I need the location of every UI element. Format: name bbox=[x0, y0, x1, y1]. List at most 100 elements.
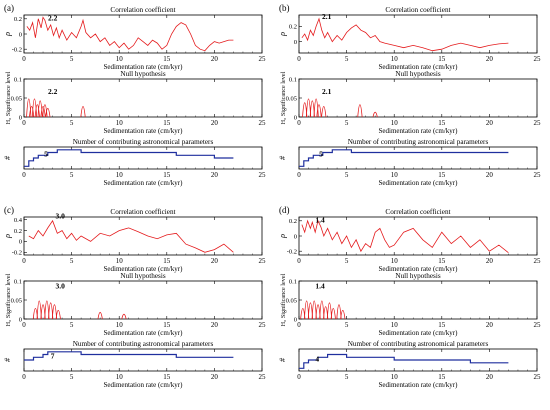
y-tick-label: 0.05 bbox=[286, 95, 297, 102]
y-axis-label: ρ bbox=[278, 234, 287, 239]
panel-label: (d) bbox=[279, 205, 290, 215]
panel-a: (a) Correlation coefficient 0 5 10 15 20 25 0.2 0… bbox=[3, 3, 266, 187]
x-tick-label: 25 bbox=[534, 257, 542, 265]
y-tick-label: 0.1 bbox=[289, 76, 297, 83]
subplot-hyp: Null hypothesis 0 5 10 15 20 25 0.1 0.05 0 Sedimen… bbox=[5, 70, 266, 135]
x-tick-label: 5 bbox=[345, 171, 349, 179]
panel-label: (b) bbox=[279, 3, 290, 13]
y-tick-label: 0.2 bbox=[14, 228, 22, 235]
subplot-title: Number of contributing astronomical para… bbox=[73, 340, 214, 348]
x-tick-label: 0 bbox=[22, 373, 26, 381]
y-tick-label: 0.1 bbox=[289, 278, 297, 285]
x-tick-label: 25 bbox=[259, 257, 267, 265]
hypothesis-spike bbox=[357, 104, 363, 117]
series-line-correlation bbox=[26, 16, 234, 52]
subplot-title: Number of contributing astronomical para… bbox=[348, 340, 489, 348]
x-tick-label: 5 bbox=[70, 321, 74, 329]
y-tick-label: 0.2 bbox=[14, 16, 22, 23]
hypothesis-spike bbox=[336, 304, 342, 319]
hypothesis-spike bbox=[316, 104, 322, 117]
y-tick-label: 0.1 bbox=[14, 76, 22, 83]
x-tick-label: 10 bbox=[391, 257, 399, 265]
x-tick-label: 5 bbox=[70, 373, 74, 381]
subplot-title: Correlation coefficient bbox=[110, 208, 175, 216]
subplot-hyp: Null hypothesis 0 5 10 15 20 25 0.1 0.05 0 Sedimen… bbox=[5, 272, 266, 337]
x-tick-label: 10 bbox=[116, 55, 124, 63]
x-tick-label: 25 bbox=[259, 171, 267, 179]
subplot-corr: Correlation coefficient 0 5 10 15 20 25 0.2 0 Sed… bbox=[278, 6, 541, 71]
x-tick-label: 0 bbox=[297, 171, 301, 179]
y-axis-label: ρ bbox=[3, 32, 12, 37]
annotation-label: 3.0 bbox=[56, 212, 66, 221]
x-tick-label: 25 bbox=[534, 373, 542, 381]
x-axis-label: Sedimentation rate (cm/kyr) bbox=[379, 127, 459, 135]
subplot-hyp: Null hypothesis 0 5 10 15 20 25 0.1 0.05 0 Sedimen… bbox=[280, 70, 541, 135]
series-line-correlation bbox=[28, 219, 234, 253]
y-tick-label: 0 bbox=[19, 316, 22, 323]
x-tick-label: 15 bbox=[438, 257, 446, 265]
y-axis-label: # bbox=[278, 155, 287, 160]
annotation-label: 7 bbox=[51, 352, 55, 361]
x-axis-label: Sedimentation rate (cm/kyr) bbox=[379, 179, 459, 187]
x-tick-label: 15 bbox=[438, 321, 446, 329]
y-tick-label: 0.05 bbox=[11, 297, 22, 304]
series-line-correlation bbox=[301, 219, 509, 254]
hypothesis-spike bbox=[37, 100, 43, 117]
subplot-title: Null hypothesis bbox=[395, 272, 441, 280]
x-tick-label: 25 bbox=[534, 321, 542, 329]
x-tick-label: 5 bbox=[70, 119, 74, 127]
x-tick-label: 15 bbox=[163, 373, 171, 381]
axes-frame bbox=[23, 146, 263, 170]
panel-label: (c) bbox=[4, 205, 14, 215]
x-tick-label: 0 bbox=[297, 119, 301, 127]
series-line-num-params bbox=[24, 149, 234, 167]
x-tick-label: 25 bbox=[534, 171, 542, 179]
y-tick-label: 0 bbox=[19, 31, 22, 38]
hypothesis-spike bbox=[121, 313, 127, 319]
hypothesis-spike bbox=[42, 104, 48, 117]
panel-b: (b) Correlation coefficient 0 5 10 15 20 25 0.2 0… bbox=[278, 3, 541, 187]
x-tick-label: 10 bbox=[391, 373, 399, 381]
y-tick-label: 0.2 bbox=[289, 24, 297, 31]
x-tick-label: 10 bbox=[391, 55, 399, 63]
x-tick-label: 25 bbox=[259, 321, 267, 329]
x-tick-label: 15 bbox=[163, 257, 171, 265]
x-tick-label: 0 bbox=[297, 373, 301, 381]
x-tick-label: 10 bbox=[116, 119, 124, 127]
x-tick-label: 10 bbox=[116, 171, 124, 179]
y-tick-label: 0.1 bbox=[14, 278, 22, 285]
series-line-correlation bbox=[301, 17, 509, 52]
axes-frame bbox=[298, 348, 538, 372]
x-tick-label: 10 bbox=[116, 321, 124, 329]
x-tick-label: 15 bbox=[163, 55, 171, 63]
x-tick-label: 20 bbox=[486, 119, 494, 127]
hypothesis-spike bbox=[97, 311, 103, 319]
hypothesis-spike bbox=[45, 108, 51, 117]
x-tick-label: 5 bbox=[345, 55, 349, 63]
y-tick-label: 0.2 bbox=[289, 218, 297, 225]
annotation-label: 2.1 bbox=[322, 12, 332, 21]
x-tick-label: 15 bbox=[163, 119, 171, 127]
y-axis-label: H₀ Significance level bbox=[5, 273, 12, 326]
annotation-label: 1.4 bbox=[315, 215, 325, 224]
y-tick-label: -0.2 bbox=[12, 250, 22, 257]
x-tick-label: 0 bbox=[22, 119, 26, 127]
x-tick-label: 15 bbox=[438, 373, 446, 381]
hypothesis-spike bbox=[372, 111, 378, 117]
x-tick-label: 20 bbox=[211, 373, 219, 381]
axes-frame bbox=[23, 14, 263, 54]
x-tick-label: 0 bbox=[22, 257, 26, 265]
x-tick-label: 15 bbox=[163, 321, 171, 329]
x-axis-label: Sedimentation rate (cm/kyr) bbox=[104, 127, 184, 135]
subplot-title: Null hypothesis bbox=[395, 70, 441, 78]
x-tick-label: 20 bbox=[211, 257, 219, 265]
y-tick-label: 0 bbox=[294, 114, 297, 121]
y-tick-label: 0 bbox=[294, 316, 297, 323]
panel-d: (d) Correlation coefficient 0 5 10 15 20 25 0.2 0… bbox=[278, 205, 541, 389]
x-tick-label: 20 bbox=[486, 171, 494, 179]
x-tick-label: 25 bbox=[534, 119, 542, 127]
x-tick-label: 20 bbox=[486, 257, 494, 265]
subplot-num: Number of contributing astronomical para… bbox=[278, 340, 541, 389]
annotation-label: 2.2 bbox=[48, 13, 58, 22]
x-tick-label: 25 bbox=[259, 119, 267, 127]
